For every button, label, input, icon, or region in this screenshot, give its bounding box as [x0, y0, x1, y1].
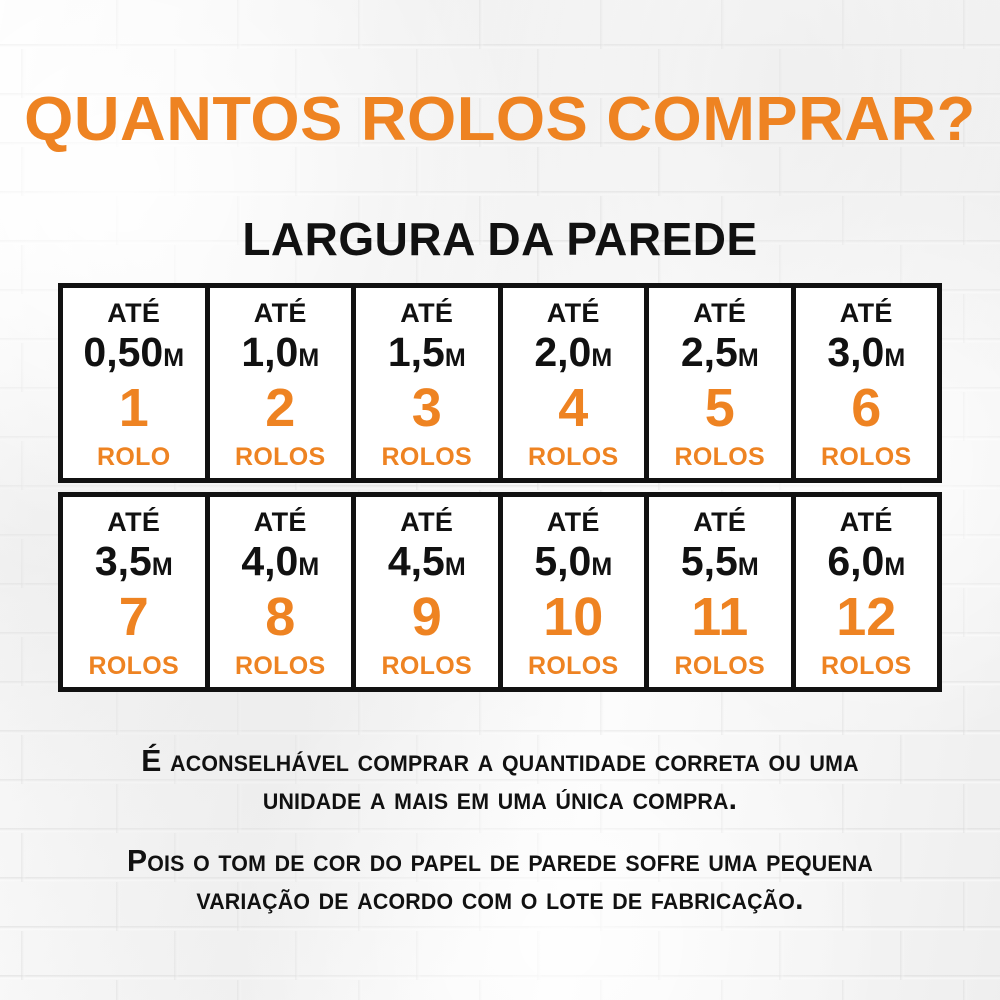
cell-width-unit: M [444, 344, 466, 372]
cell-roll-unit-label: ROLOS [381, 443, 472, 472]
cell-width-unit: M [591, 344, 613, 372]
cell-roll-quantity: 4 [558, 378, 589, 439]
roll-cell[interactable]: ATÉ 5,0M 10 ROLOS [502, 497, 649, 687]
cell-width-unit: M [884, 344, 906, 372]
cell-wall-width: 5,0M [534, 538, 613, 584]
cell-ate-label: ATÉ [546, 298, 600, 328]
cell-wall-width: 6,0M [827, 538, 906, 584]
cell-width-unit: M [298, 553, 320, 581]
roll-cell[interactable]: ATÉ 1,5M 3 ROLOS [356, 288, 503, 478]
note-line: É aconselhável comprar a quantidade corr… [141, 743, 859, 778]
cell-width-value: 4,0 [241, 538, 299, 584]
note-paragraph-2: Pois o tom de cor do papel de parede sof… [0, 842, 1000, 918]
roll-cell[interactable]: ATÉ 2,0M 4 ROLOS [502, 288, 649, 478]
cell-wall-width: 0,50M [83, 329, 185, 375]
cell-width-value: 3,0 [827, 329, 885, 375]
roll-cell[interactable]: ATÉ 6,0M 12 ROLOS [795, 497, 937, 687]
cell-ate-label: ATÉ [839, 298, 893, 328]
cell-ate-label: ATÉ [253, 507, 307, 537]
cell-width-value: 3,5 [94, 538, 152, 584]
cell-wall-width: 5,5M [680, 538, 759, 584]
note-line: variação de acordo com o lote de fabrica… [196, 880, 804, 916]
cell-width-value: 1,5 [387, 329, 445, 375]
roll-cell[interactable]: ATÉ 1,0M 2 ROLOS [209, 288, 356, 478]
cell-ate-label: ATÉ [400, 298, 454, 328]
cell-width-unit: M [163, 344, 185, 372]
cell-width-unit: M [737, 553, 759, 581]
roll-cell[interactable]: ATÉ 5,5M 11 ROLOS [649, 497, 796, 687]
cell-roll-unit-label: ROLOS [88, 652, 179, 681]
cell-ate-label: ATÉ [693, 507, 747, 537]
roll-table-row-1: ATÉ 0,50M 1 ROLO ATÉ 1,0M 2 ROLOS ATÉ 1,5M 3 ROLOS A… [58, 283, 942, 483]
section-title: LARGURA DA PAREDE [242, 213, 758, 265]
cell-roll-unit-label: ROLOS [528, 443, 619, 472]
cell-width-value: 2,5 [680, 329, 738, 375]
cell-roll-unit-label: ROLOS [235, 652, 326, 681]
cell-ate-label: ATÉ [253, 298, 307, 328]
note-line: Pois o tom de cor do papel de parede sof… [126, 843, 874, 878]
cell-roll-quantity: 7 [118, 587, 149, 648]
roll-cell[interactable]: ATÉ 0,50M 1 ROLO [63, 288, 210, 478]
cell-width-unit: M [884, 553, 906, 581]
cell-wall-width: 1,0M [241, 329, 320, 375]
roll-table-row-2: ATÉ 3,5M 7 ROLOS ATÉ 4,0M 8 ROLOS ATÉ 4,5M 9 ROLOS A… [58, 492, 942, 692]
cell-wall-width: 4,0M [241, 538, 320, 584]
roll-cell[interactable]: ATÉ 3,5M 7 ROLOS [63, 497, 210, 687]
cell-roll-unit-label: ROLO [97, 443, 171, 472]
cell-wall-width: 3,0M [827, 329, 906, 375]
cell-wall-width: 2,0M [534, 329, 613, 375]
cell-width-unit: M [298, 344, 320, 372]
cell-roll-unit-label: ROLOS [674, 652, 765, 681]
roll-cell[interactable]: ATÉ 4,5M 9 ROLOS [356, 497, 503, 687]
page-title: QUANTOS ROLOS COMPRAR? [24, 85, 976, 154]
cell-roll-unit-label: ROLOS [821, 443, 912, 472]
cell-roll-unit-label: ROLOS [381, 652, 472, 681]
cell-width-value: 2,0 [534, 329, 592, 375]
note-line: unidade a mais em uma única compra. [262, 780, 738, 816]
cell-ate-label: ATÉ [839, 507, 893, 537]
cell-width-value: 6,0 [827, 538, 885, 584]
cell-roll-unit-label: ROLOS [674, 443, 765, 472]
cell-wall-width: 4,5M [387, 538, 466, 584]
cell-wall-width: 1,5M [387, 329, 466, 375]
note-paragraph-1: É aconselhável comprar a quantidade corr… [0, 742, 1000, 818]
cell-ate-label: ATÉ [400, 507, 454, 537]
cell-roll-quantity: 12 [836, 587, 897, 648]
cell-width-unit: M [444, 553, 466, 581]
cell-wall-width: 2,5M [680, 329, 759, 375]
cell-width-unit: M [151, 553, 173, 581]
cell-ate-label: ATÉ [107, 298, 161, 328]
cell-width-value: 1,0 [241, 329, 299, 375]
cell-roll-unit-label: ROLOS [821, 652, 912, 681]
roll-cell[interactable]: ATÉ 3,0M 6 ROLOS [795, 288, 937, 478]
cell-roll-quantity: 10 [543, 587, 604, 648]
cell-ate-label: ATÉ [693, 298, 747, 328]
cell-roll-quantity: 8 [265, 587, 296, 648]
cell-roll-quantity: 11 [691, 587, 749, 648]
cell-width-value: 5,0 [534, 538, 592, 584]
cell-width-unit: M [737, 344, 759, 372]
cell-roll-quantity: 3 [411, 378, 442, 439]
cell-wall-width: 3,5M [94, 538, 173, 584]
cell-roll-quantity: 6 [851, 378, 882, 439]
cell-roll-quantity: 5 [704, 378, 735, 439]
cell-width-value: 0,50 [83, 329, 164, 375]
cell-roll-unit-label: ROLOS [528, 652, 619, 681]
cell-roll-quantity: 9 [411, 587, 442, 648]
cell-ate-label: ATÉ [107, 507, 161, 537]
cell-roll-quantity: 2 [265, 378, 296, 439]
roll-cell[interactable]: ATÉ 2,5M 5 ROLOS [649, 288, 796, 478]
cell-width-unit: M [591, 553, 613, 581]
cell-ate-label: ATÉ [546, 507, 600, 537]
roll-cell[interactable]: ATÉ 4,0M 8 ROLOS [209, 497, 356, 687]
cell-width-value: 4,5 [387, 538, 445, 584]
cell-width-value: 5,5 [680, 538, 738, 584]
cell-roll-quantity: 1 [118, 378, 149, 439]
cell-roll-unit-label: ROLOS [235, 443, 326, 472]
